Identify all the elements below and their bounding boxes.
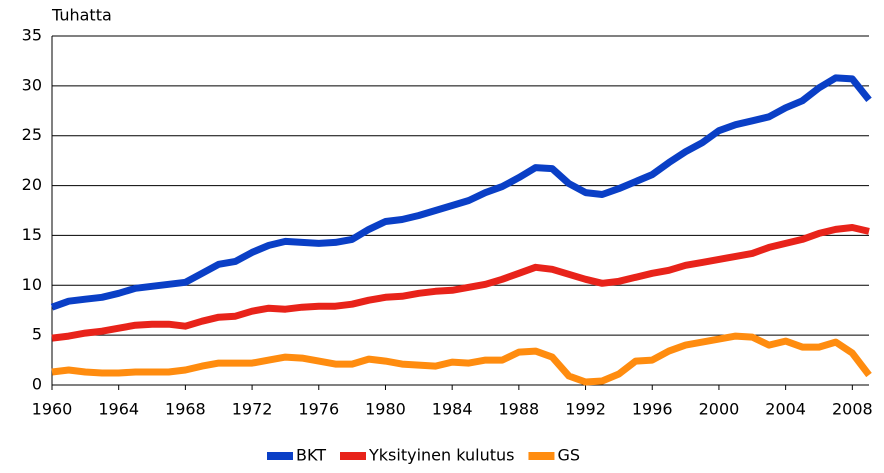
- x-tick-label: 1960: [32, 400, 73, 419]
- legend-label: Yksityinen kulutus: [368, 446, 514, 465]
- x-tick-label: 2000: [699, 400, 740, 419]
- y-tick-label: 5: [32, 325, 42, 344]
- x-tick-label: 1992: [565, 400, 606, 419]
- x-tick-label: 1972: [232, 400, 273, 419]
- x-tick-label: 2008: [832, 400, 873, 419]
- y-tick-label: 35: [22, 26, 42, 45]
- x-tick-label: 1980: [365, 400, 406, 419]
- x-tick-label: 1988: [498, 400, 539, 419]
- legend-label: GS: [557, 446, 580, 465]
- y-tick-label: 0: [32, 375, 42, 394]
- x-tick-label: 1976: [298, 400, 339, 419]
- legend-swatch: [267, 452, 293, 460]
- legend-swatch: [340, 452, 366, 460]
- y-tick-label: 30: [22, 75, 42, 94]
- y-axis-label: Tuhatta: [51, 6, 112, 25]
- y-tick-label: 15: [22, 225, 42, 244]
- x-tick-label: 1968: [165, 400, 206, 419]
- y-tick-label: 25: [22, 125, 42, 144]
- series-line: [51, 332, 872, 386]
- series-line: [51, 224, 870, 342]
- x-tick-label: 1984: [432, 400, 473, 419]
- y-tick-label: 10: [22, 275, 42, 294]
- legend-label: BKT: [296, 446, 326, 465]
- y-tick-label: 20: [22, 175, 42, 194]
- series-line: [50, 74, 872, 311]
- x-tick-label: 2004: [765, 400, 806, 419]
- legend-swatch: [528, 452, 555, 460]
- x-tick-label: 1964: [98, 400, 139, 419]
- x-tick-label: 1996: [632, 400, 673, 419]
